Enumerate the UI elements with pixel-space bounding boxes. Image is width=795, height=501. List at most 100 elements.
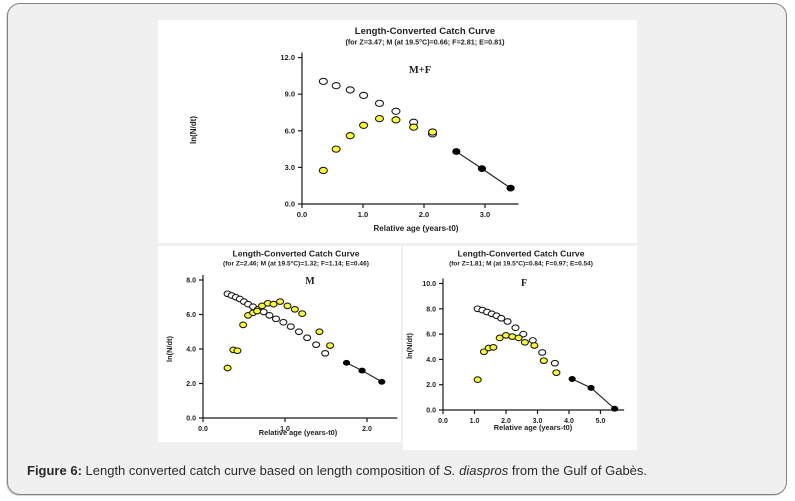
svg-text:Relative age (years-t0): Relative age (years-t0) xyxy=(494,423,573,432)
data-point xyxy=(265,312,274,319)
data-point xyxy=(233,347,242,355)
data-point xyxy=(276,298,285,305)
catch-curve-chart-m: Length-Converted Catch Curve (for Z=2.46;… xyxy=(158,246,401,442)
svg-text:4.0: 4.0 xyxy=(426,357,436,364)
data-point xyxy=(520,338,529,346)
svg-text:0.0: 0.0 xyxy=(285,200,295,209)
data-point xyxy=(315,328,324,336)
data-point xyxy=(550,359,559,367)
data-point xyxy=(359,91,369,100)
svg-text:Length-Converted Catch Curve: Length-Converted Catch Curve xyxy=(232,249,359,259)
svg-text:6.0: 6.0 xyxy=(426,332,436,339)
group-label: F xyxy=(521,278,527,289)
data-point xyxy=(611,405,619,412)
figure-caption: Figure 6: Length converted catch curve b… xyxy=(27,463,767,478)
data-point xyxy=(253,307,262,315)
svg-text:3.0: 3.0 xyxy=(480,210,490,219)
svg-text:10.0: 10.0 xyxy=(422,281,436,288)
data-point xyxy=(477,165,487,172)
group-label: M+F xyxy=(409,65,431,76)
figure-caption-label: Figure 6: xyxy=(27,463,82,478)
data-point xyxy=(239,321,248,329)
data-point xyxy=(271,315,281,323)
svg-text:2.0: 2.0 xyxy=(419,210,429,219)
svg-text:ln(N/dt): ln(N/dt) xyxy=(165,336,174,362)
data-point xyxy=(538,349,547,356)
series-regression-points-black xyxy=(342,359,386,385)
data-point xyxy=(378,378,386,385)
series-regression-points-black xyxy=(452,148,515,192)
data-point xyxy=(358,367,366,374)
data-point xyxy=(286,323,295,330)
data-point xyxy=(283,302,292,310)
svg-text:3.0: 3.0 xyxy=(285,163,295,172)
data-point xyxy=(374,114,385,123)
data-point xyxy=(489,344,498,351)
data-point xyxy=(303,334,312,342)
axes xyxy=(199,275,398,422)
svg-text:8.0: 8.0 xyxy=(186,278,196,285)
svg-text:6.0: 6.0 xyxy=(285,126,295,135)
svg-text:2.0: 2.0 xyxy=(501,418,511,425)
data-point xyxy=(514,334,523,342)
svg-text:2.0: 2.0 xyxy=(426,382,436,389)
data-point xyxy=(530,342,539,349)
data-point xyxy=(342,359,351,366)
data-point xyxy=(345,132,355,140)
axes xyxy=(298,52,519,208)
svg-text:1.0: 1.0 xyxy=(280,426,290,433)
data-point xyxy=(374,99,385,107)
svg-text:9.0: 9.0 xyxy=(285,90,295,99)
svg-text:1.0: 1.0 xyxy=(358,210,368,219)
series-points-not-used-open xyxy=(473,305,559,367)
data-point xyxy=(506,184,515,192)
data-point xyxy=(427,128,438,136)
svg-text:(for Z=3.47; M (at 19.5°C)=0.6: (for Z=3.47; M (at 19.5°C)=0.66; F=2.81;… xyxy=(345,38,505,47)
svg-text:(for Z=2.46; M (at 19.5°C)=1.3: (for Z=2.46; M (at 19.5°C)=1.32; F=1.14;… xyxy=(223,260,369,268)
data-point xyxy=(391,107,401,115)
chart-canvas: Length-Converted Catch Curve(for Z=3.47;… xyxy=(189,26,519,233)
chart-canvas: Length-Converted Catch Curve(for Z=2.46;… xyxy=(165,249,398,437)
series-points-ascending-yellow xyxy=(223,298,335,372)
svg-text:Length-Converted Catch Curve: Length-Converted Catch Curve xyxy=(457,249,584,259)
series-points-not-used-open xyxy=(318,77,438,138)
group-label: M xyxy=(305,276,315,287)
series-points-not-used-open xyxy=(223,290,330,357)
svg-text:5.0: 5.0 xyxy=(596,418,606,425)
svg-text:4.0: 4.0 xyxy=(186,347,196,354)
data-point xyxy=(552,369,561,377)
svg-text:Relative age (years-t0): Relative age (years-t0) xyxy=(259,428,338,437)
series-points-ascending-yellow xyxy=(473,332,561,383)
data-point xyxy=(503,318,512,325)
data-point xyxy=(409,123,419,131)
data-point xyxy=(298,310,307,317)
svg-text:4.0: 4.0 xyxy=(564,418,574,425)
figure-caption-species: S. diaspros xyxy=(443,463,509,478)
data-point xyxy=(331,145,341,153)
data-point xyxy=(294,328,303,336)
svg-text:ln(N/dt): ln(N/dt) xyxy=(405,333,414,359)
svg-text:0.0: 0.0 xyxy=(198,426,208,433)
data-point xyxy=(312,341,321,349)
svg-text:Length-Converted Catch Curve: Length-Converted Catch Curve xyxy=(355,26,495,37)
data-point xyxy=(391,116,401,124)
data-point xyxy=(331,82,341,90)
svg-text:8.0: 8.0 xyxy=(426,306,436,313)
data-point xyxy=(318,166,328,175)
data-point xyxy=(568,376,576,382)
data-point xyxy=(359,121,369,129)
data-point xyxy=(497,314,506,322)
svg-text:12.0: 12.0 xyxy=(280,53,295,62)
catch-curve-chart-f: Length-Converted Catch Curve (for Z=1.81;… xyxy=(403,246,637,450)
chart-canvas: Length-Converted Catch Curve(for Z=1.81;… xyxy=(405,249,625,432)
svg-text:2.0: 2.0 xyxy=(362,426,372,433)
figure-caption-suffix: from the Gulf of Gabès. xyxy=(508,463,648,478)
svg-text:0.0: 0.0 xyxy=(297,210,307,219)
svg-text:0.0: 0.0 xyxy=(438,418,448,425)
catch-curve-chart-mf: Length-Converted Catch Curve (for Z=3.47;… xyxy=(158,20,637,243)
svg-text:0.0: 0.0 xyxy=(186,416,196,423)
svg-text:Relative age (years-t0): Relative age (years-t0) xyxy=(374,224,459,233)
axes xyxy=(439,278,625,414)
data-point xyxy=(269,300,278,308)
data-point xyxy=(539,357,548,365)
